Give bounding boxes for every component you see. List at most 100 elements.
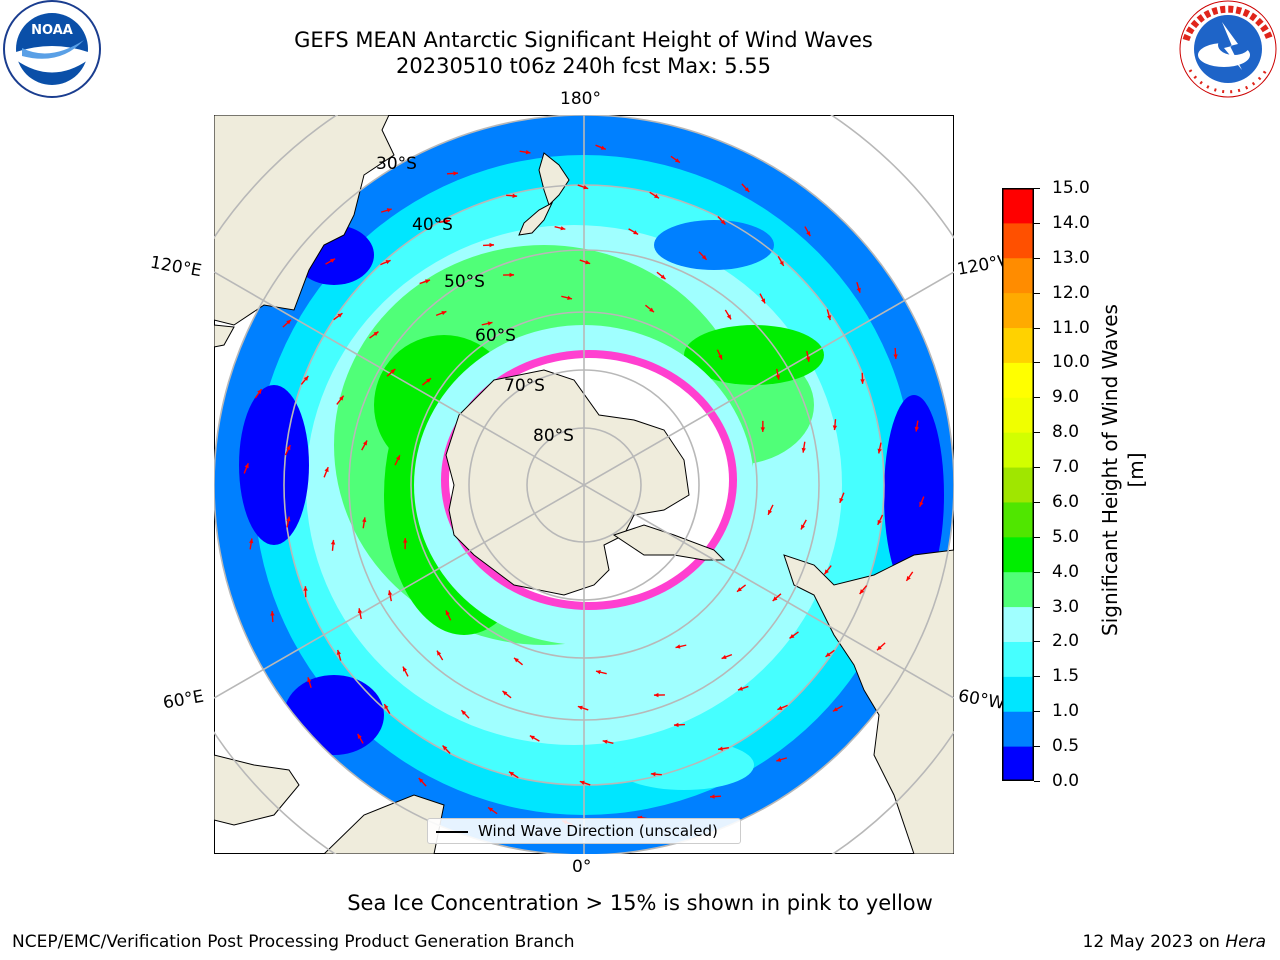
wind-wave-arrowhead	[560, 226, 566, 231]
wind-wave-arrowhead	[402, 666, 407, 672]
wind-wave-arrowhead	[270, 611, 275, 616]
lat-label-80s: 80°S	[533, 426, 574, 446]
colorbar-tick-label: 13.0	[1052, 247, 1090, 268]
wind-wave-arrowhead	[585, 260, 591, 265]
wind-wave-arrowhead	[461, 710, 467, 716]
wind-wave-arrowhead	[426, 378, 432, 383]
wind-wave-arrowhead	[893, 354, 898, 359]
wind-wave-arrowhead	[307, 677, 312, 683]
colorbar-title: Significant Height of Wind Waves [m]	[1098, 304, 1148, 636]
wind-wave-arrowhead	[525, 150, 531, 155]
wind-wave-arrowhead	[826, 315, 832, 321]
wind-wave-arrowhead	[445, 610, 450, 616]
colorbar-tick-mark	[1034, 467, 1040, 469]
colorbar-band	[1002, 641, 1034, 677]
lon-label-0: 0°	[572, 857, 592, 877]
lat-label-40s: 40°S	[412, 215, 453, 235]
antarctica-land	[445, 369, 690, 596]
wind-wave-arrowhead	[914, 426, 919, 432]
wind-wave-arrowhead	[736, 587, 742, 592]
colorbar-tick-label: 14.0	[1052, 212, 1090, 233]
lon-label-120w: 120°W	[955, 252, 1005, 280]
wind-wave-arrowhead	[633, 230, 639, 235]
wind-wave-arrowhead	[737, 686, 743, 691]
wind-wave-arrowhead	[710, 794, 715, 799]
footer-host: Hera	[1225, 932, 1266, 952]
wind-wave-arrowhead	[789, 633, 795, 639]
colorbar-band	[1002, 676, 1034, 712]
colorbar-tick-label: 7.0	[1052, 457, 1080, 478]
colorbar-tick-label: 6.0	[1052, 491, 1080, 512]
wind-wave-arrowhead	[425, 279, 431, 284]
wind-wave-arrowhead	[674, 158, 680, 163]
wind-wave-arrowhead	[442, 745, 448, 751]
colorbar-tick-mark	[1034, 781, 1040, 782]
colorbar-tick-mark	[1034, 676, 1040, 678]
lat-label-70s: 70°S	[504, 376, 545, 396]
colorbar-tick-label: 1.5	[1052, 666, 1080, 687]
colorbar-band	[1002, 746, 1034, 781]
wind-wave-arrowhead	[509, 771, 514, 777]
colorbar-tick-label: 11.0	[1052, 317, 1090, 338]
wind-wave-arrowhead	[395, 455, 400, 461]
wind-wave-arrowhead	[673, 722, 679, 728]
wind-wave-arrowhead	[801, 447, 806, 453]
wind-wave-arrowhead	[509, 272, 515, 278]
colorbar-tick-mark	[1034, 711, 1040, 713]
colorbar-band	[1002, 397, 1034, 433]
graticule	[214, 115, 954, 854]
colorbar-band	[1002, 711, 1034, 747]
wind-wave-arrowhead	[675, 644, 681, 649]
wind-wave-arrowhead	[805, 356, 811, 362]
colorbar-band	[1002, 222, 1034, 259]
australia-land-sw	[214, 324, 235, 348]
map-legend: Wind Wave Direction (unscaled)	[427, 818, 741, 844]
noaa-logo-text: NOAA	[31, 23, 73, 38]
colorbar-band	[1002, 327, 1034, 363]
wind-wave-arrowhead	[824, 569, 829, 575]
colorbar-tick-mark	[1034, 501, 1040, 503]
wind-wave-arrowhead	[339, 395, 344, 401]
wind-wave-arrowhead	[776, 757, 782, 762]
wind-wave-arrowhead	[721, 654, 727, 659]
colorbar-band	[1002, 606, 1034, 642]
wave-height-field	[214, 115, 954, 854]
wind-wave-arrowhead	[718, 746, 723, 751]
wind-wave-arrowhead	[244, 463, 249, 469]
legend-line-icon	[436, 831, 468, 833]
wind-wave-arrowhead	[919, 501, 924, 507]
wind-wave-arrowhead	[257, 389, 262, 395]
wind-wave-arrowhead	[701, 254, 707, 260]
wind-wave-arrowhead	[806, 231, 811, 237]
polar-map-canvas: 30°S 40°S 50°S 60°S 70°S 80°S	[214, 115, 954, 854]
colorbar-tick-label: 12.0	[1052, 282, 1090, 303]
colorbar-tick-mark	[1034, 571, 1040, 573]
wind-wave-arrowhead	[357, 608, 363, 614]
colorbar-tick-label: 1.0	[1052, 701, 1080, 722]
colorbar-tick-label: 10.0	[1052, 352, 1090, 373]
wind-wave-arrowhead	[859, 589, 865, 595]
wind-wave-arrowhead	[832, 425, 838, 431]
wind-wave-arrowhead	[286, 319, 292, 325]
lat-label-30s: 30°S	[376, 154, 417, 174]
colorbar-tick-label: 0.5	[1052, 736, 1080, 757]
lat-label-50s: 50°S	[444, 272, 485, 292]
legend-label: Wind Wave Direction (unscaled)	[478, 822, 718, 840]
wind-wave-arrowhead	[877, 519, 882, 525]
wind-wave-arrowhead	[839, 497, 844, 503]
colorbar-tick-label: 9.0	[1052, 387, 1080, 408]
wind-wave-arrowhead	[567, 295, 573, 300]
wind-wave-arrowhead	[362, 517, 367, 523]
colorbar-band	[1002, 571, 1034, 608]
wind-wave-arrowhead	[362, 440, 368, 446]
wind-wave-arrowhead	[337, 313, 343, 318]
wind-wave-arrowhead	[777, 705, 783, 710]
new-zealand-land	[538, 152, 570, 206]
colorbar-band	[1002, 292, 1034, 329]
wind-wave-arrowhead	[772, 596, 778, 602]
wind-wave-arrowhead	[330, 539, 336, 545]
colorbar-tick-mark	[1034, 362, 1040, 364]
wind-wave-arrowhead	[860, 379, 865, 384]
nws-logo	[1179, 0, 1277, 98]
colorbar-tick-mark	[1034, 746, 1040, 748]
